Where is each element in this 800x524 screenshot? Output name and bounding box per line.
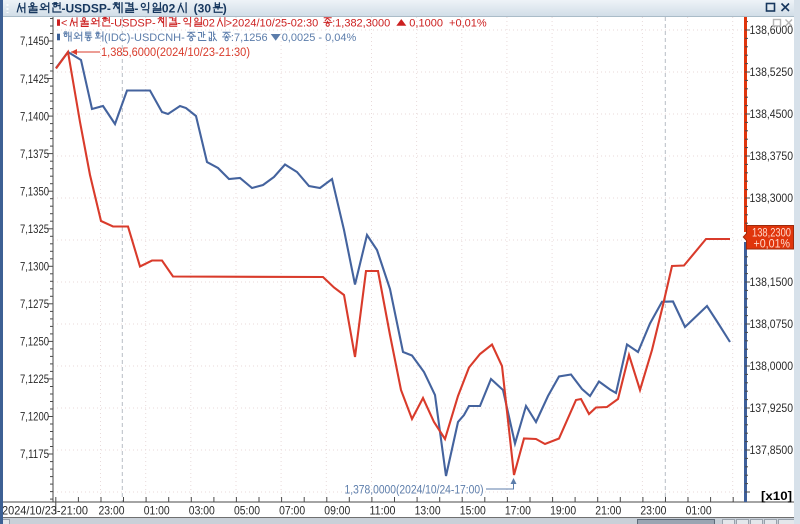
svg-text:138,2300: 138,2300 <box>752 228 791 240</box>
svg-text:138,3000: 138,3000 <box>750 191 794 205</box>
svg-text:17:00: 17:00 <box>505 504 531 518</box>
svg-text:7,1275: 7,1275 <box>20 297 49 311</box>
svg-text:02: 02 <box>203 18 215 30</box>
svg-text:01:00: 01:00 <box>144 504 170 518</box>
svg-text:+0,01%: +0,01% <box>754 239 791 251</box>
svg-text:138,5250: 138,5250 <box>750 65 794 79</box>
svg-text:05:00: 05:00 <box>234 504 260 518</box>
svg-text:0,1000 +0,01%: 0,1000 +0,01% <box>409 18 487 30</box>
svg-text:7,1300: 7,1300 <box>20 260 49 274</box>
svg-text:137,8500: 137,8500 <box>750 443 794 457</box>
svg-text:138,4500: 138,4500 <box>750 107 794 121</box>
svg-text:1,385,6000(2024/10/23-21:30): 1,385,6000(2024/10/23-21:30) <box>101 47 250 59</box>
svg-text:7,1325: 7,1325 <box>20 222 49 236</box>
svg-text:23:00: 23:00 <box>640 504 666 518</box>
svg-text:138,1500: 138,1500 <box>750 275 794 289</box>
svg-text:02: 02 <box>162 2 176 16</box>
svg-text:-: - <box>134 2 138 16</box>
svg-text:7,1450: 7,1450 <box>20 34 49 48</box>
svg-text:03:00: 03:00 <box>189 504 215 518</box>
svg-text:01:00: 01:00 <box>686 504 712 518</box>
svg-text:>2024/10/25-02:30: >2024/10/25-02:30 <box>226 18 322 30</box>
svg-text:-USDSP-: -USDSP- <box>62 2 111 16</box>
svg-text:7,1350: 7,1350 <box>20 184 49 198</box>
svg-text:137,9250: 137,9250 <box>750 401 794 415</box>
svg-text:-: - <box>177 18 181 30</box>
svg-text:(30: (30 <box>187 2 211 16</box>
svg-text:-USDSP-: -USDSP- <box>111 18 157 30</box>
svg-text:2024/10/23-21:00: 2024/10/23-21:00 <box>2 504 88 518</box>
svg-text:09:00: 09:00 <box>324 504 350 518</box>
svg-text::1,382,3000: :1,382,3000 <box>332 18 396 30</box>
svg-text:138,6000: 138,6000 <box>750 23 794 37</box>
svg-text:19:00: 19:00 <box>550 504 576 518</box>
svg-text:138,0000: 138,0000 <box>750 359 794 373</box>
svg-text:<: < <box>61 18 67 30</box>
svg-text:13:00: 13:00 <box>415 504 441 518</box>
svg-text:): ) <box>223 2 227 16</box>
svg-text:7,1225: 7,1225 <box>20 372 49 386</box>
svg-text:7,1400: 7,1400 <box>20 109 49 123</box>
svg-text:07:00: 07:00 <box>279 504 305 518</box>
svg-text:7,1375: 7,1375 <box>20 147 49 161</box>
svg-text:7,1175: 7,1175 <box>20 447 49 461</box>
svg-text:(IDC)-USDCNH-: (IDC)-USDCNH- <box>104 32 185 44</box>
svg-text:0,0025 - 0,04%: 0,0025 - 0,04% <box>282 32 357 44</box>
svg-text:11:00: 11:00 <box>370 504 396 518</box>
svg-text:23:00: 23:00 <box>99 504 125 518</box>
svg-text:7,1425: 7,1425 <box>20 72 49 86</box>
svg-text:7,1250: 7,1250 <box>20 335 49 349</box>
svg-text:15:00: 15:00 <box>460 504 486 518</box>
svg-text:7,1200: 7,1200 <box>20 410 49 424</box>
svg-text:138,3750: 138,3750 <box>750 149 794 163</box>
svg-text:[x10]: [x10] <box>761 489 792 503</box>
svg-text::7,1256: :7,1256 <box>231 32 271 44</box>
svg-text:1,378,0000(2024/10/24-17:00): 1,378,0000(2024/10/24-17:00) <box>345 485 484 497</box>
svg-text:21:00: 21:00 <box>595 504 621 518</box>
svg-text:138,0750: 138,0750 <box>750 317 794 331</box>
